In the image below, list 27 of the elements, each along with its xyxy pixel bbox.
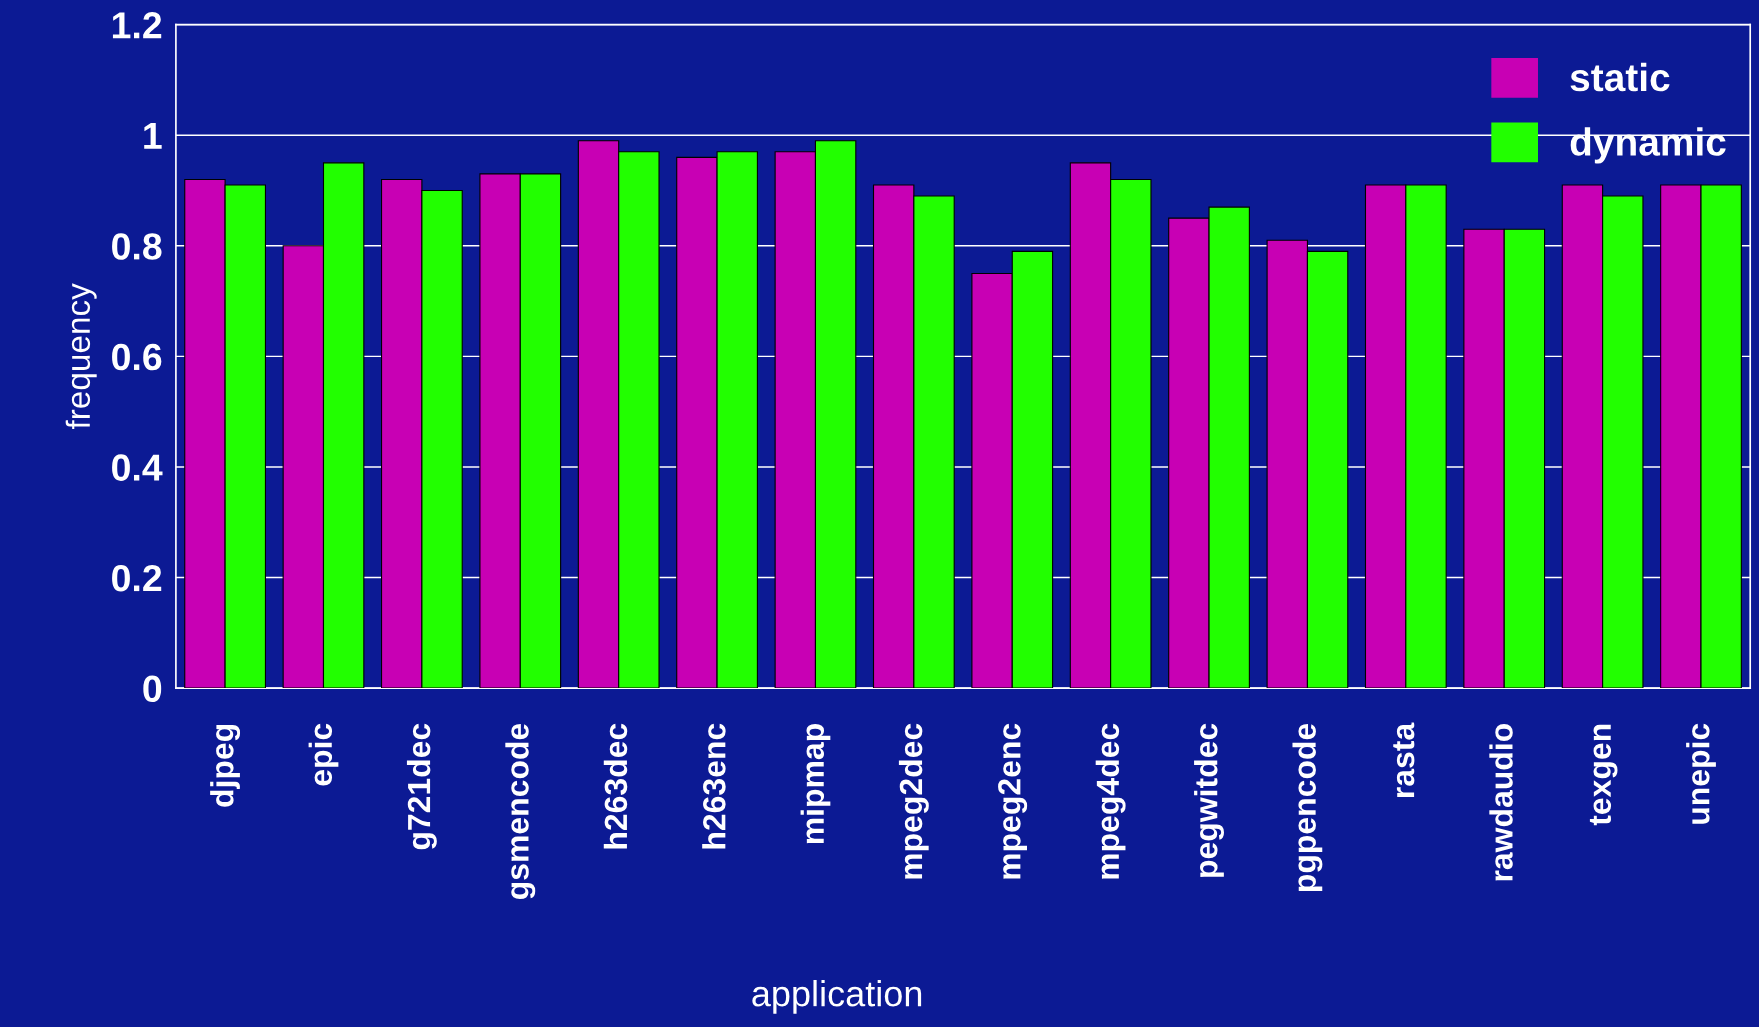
- y-axis-title: frequency: [65, 283, 97, 430]
- x-tick-label: h263dec: [603, 723, 628, 849]
- x-tick-label: mpeg4dec: [1095, 723, 1126, 879]
- x-tick-label: pgpencode: [1292, 723, 1323, 892]
- x-tick-label: gsmencode: [505, 723, 536, 900]
- x-tick-label: h263enc: [702, 723, 726, 849]
- x-tick-label: mipmap: [800, 724, 831, 844]
- y-tick-label: 0.8: [112, 233, 162, 260]
- x-tick-label: pegwitdec: [1194, 723, 1224, 877]
- y-tick-label: 0.4: [112, 454, 163, 481]
- legend-label: dynamic: [1570, 127, 1726, 164]
- y-tick-label: 0.2: [112, 564, 162, 592]
- x-tick-label: epic: [308, 723, 339, 786]
- x-tick-label: mpeg2enc: [998, 723, 1028, 879]
- x-tick-label: rasta: [1393, 722, 1415, 798]
- x-tick-label: unepic: [1686, 723, 1716, 824]
- x-tick-label: texgen: [1589, 724, 1618, 826]
- x-tick-label: mpeg2dec: [898, 723, 929, 879]
- x-axis-title: application: [752, 980, 922, 1014]
- x-tick-label: g721dec: [406, 723, 437, 850]
- x-tick-label: djpeg: [210, 724, 241, 807]
- x-tick-label: rawdaudio: [1489, 724, 1513, 881]
- y-tick-label: 0.6: [112, 343, 162, 371]
- y-tick-label: 0: [143, 675, 162, 703]
- y-tick-label: 1.2: [112, 12, 162, 39]
- legend-label: static: [1570, 62, 1670, 92]
- y-tick-label: 1: [144, 123, 162, 149]
